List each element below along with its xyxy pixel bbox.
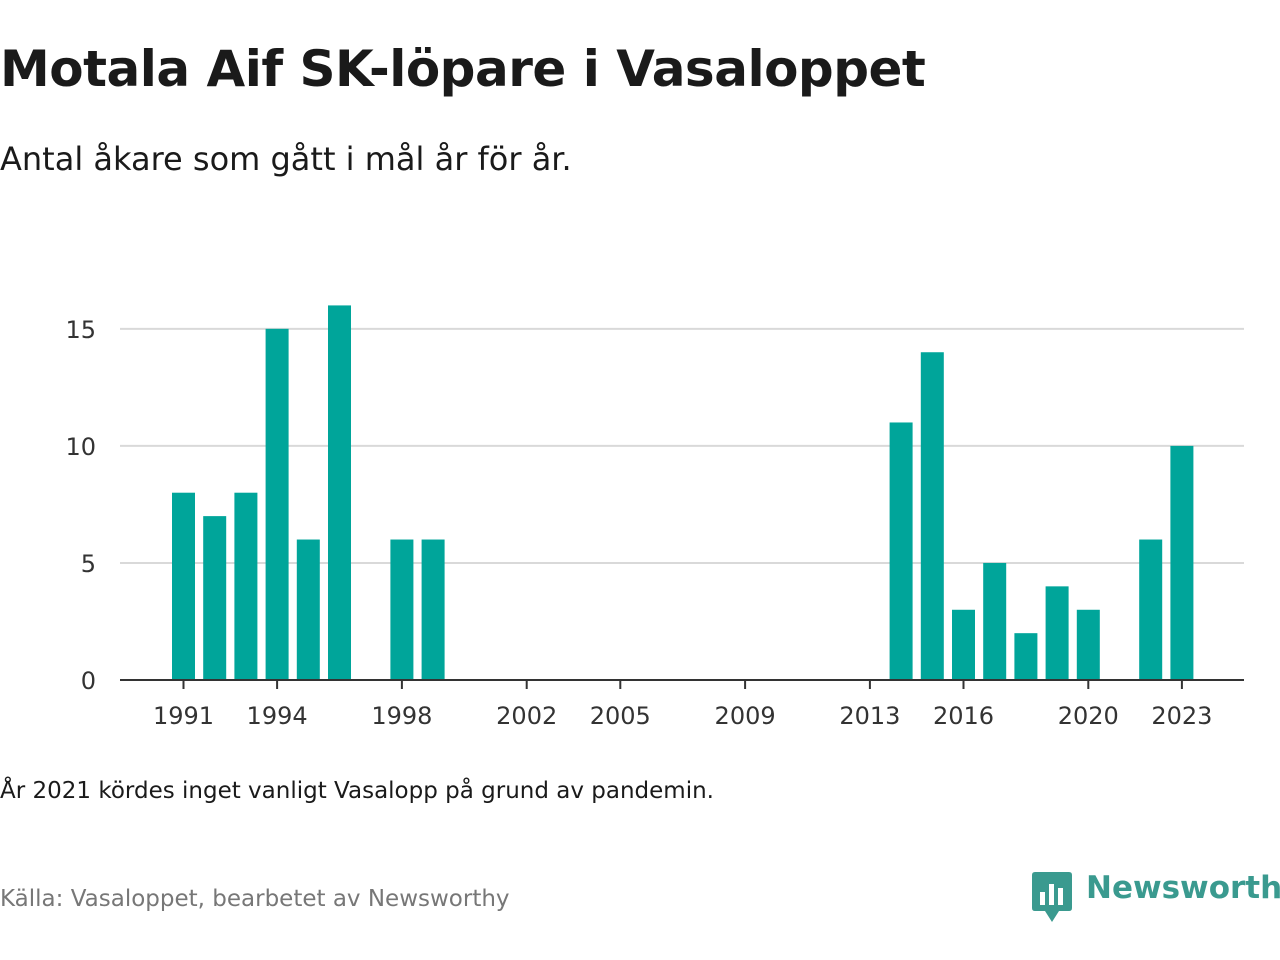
bar-1998 bbox=[390, 539, 414, 680]
bar-2017 bbox=[983, 562, 1007, 680]
x-tick-label: 2013 bbox=[839, 702, 900, 730]
x-tick-label: 1991 bbox=[153, 702, 214, 730]
x-tick-label: 1998 bbox=[371, 702, 432, 730]
bar-1996 bbox=[328, 305, 351, 680]
bar-1992 bbox=[203, 516, 227, 680]
chart-subtitle: Antal åkare som gått i mål år för år. bbox=[0, 140, 572, 178]
x-tick-label: 1994 bbox=[247, 702, 308, 730]
bar-2015 bbox=[920, 352, 944, 680]
bar-2014 bbox=[889, 422, 913, 680]
bar-1999 bbox=[421, 539, 445, 680]
newsworthy-logo-text: Newsworthy bbox=[1086, 870, 1280, 906]
y-tick-label: 15 bbox=[65, 316, 96, 344]
newsworthy-logo-icon bbox=[1032, 872, 1072, 922]
source-text: Källa: Vasaloppet, bearbetet av Newswort… bbox=[0, 886, 510, 912]
bar-1994 bbox=[265, 328, 289, 680]
y-tick-label: 0 bbox=[81, 667, 96, 695]
bar-2019 bbox=[1045, 586, 1069, 680]
x-tick-label: 2016 bbox=[933, 702, 994, 730]
y-tick-label: 10 bbox=[65, 433, 96, 461]
bar-1993 bbox=[234, 492, 258, 680]
bar-1991 bbox=[172, 492, 195, 680]
x-tick-label: 2023 bbox=[1151, 702, 1212, 730]
bar-chart: 0 5 10 15 1991 1994 1998 2002 2005 2009 2013 2016 20… bbox=[65, 305, 1244, 730]
chart-title: Motala Aif SK-löpare i Vasaloppet bbox=[0, 40, 926, 98]
newsworthy-logo[interactable]: Newsworthy bbox=[1032, 866, 1280, 922]
y-tick-label: 5 bbox=[81, 550, 96, 578]
chart-note: År 2021 kördes inget vanligt Vasalopp på… bbox=[0, 778, 714, 804]
bar-2022 bbox=[1139, 539, 1163, 680]
bar-2016 bbox=[952, 609, 975, 680]
bar-2018 bbox=[1014, 633, 1038, 680]
axes: 0 5 10 15 1991 1994 1998 2002 2005 2009 2013 2016 20… bbox=[65, 316, 1244, 730]
bar-2020 bbox=[1076, 609, 1100, 680]
bar-2023 bbox=[1170, 445, 1194, 680]
bars bbox=[172, 305, 1194, 680]
x-tick-label: 2009 bbox=[715, 702, 776, 730]
bar-1995 bbox=[296, 539, 320, 680]
x-tick-label: 2020 bbox=[1058, 702, 1119, 730]
x-tick-label: 2002 bbox=[496, 702, 557, 730]
x-tick-label: 2005 bbox=[590, 702, 651, 730]
